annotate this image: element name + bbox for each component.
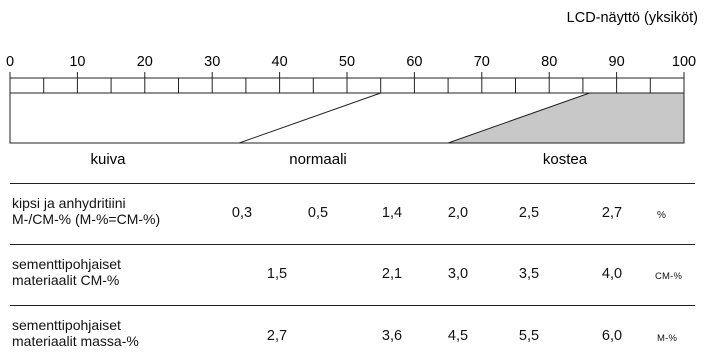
table-cell: 5,5: [518, 328, 540, 344]
kostea-ramp-line: [447, 92, 590, 144]
zone-label-kostea: kostea: [543, 151, 588, 168]
zone-label-kuiva: kuiva: [90, 151, 126, 168]
table-cell: 4,5: [447, 328, 469, 344]
tick-label: 40: [272, 54, 288, 70]
scale-ticks: 0 10 20 30 40 50 60 70 80 90 100: [6, 54, 696, 93]
table-cell: 3,0: [447, 266, 469, 282]
tick-label: 60: [406, 54, 422, 70]
tick-label: 80: [541, 54, 557, 70]
tick-label: 100: [672, 54, 696, 70]
table-cell: 4,0: [601, 266, 623, 282]
table-cell: 2,5: [518, 205, 540, 221]
table-cell: 3,5: [518, 266, 540, 282]
zone-label-normaali: normaali: [289, 151, 347, 168]
scale-svg: LCD-näyttö (yksiköt) 0 10 20 30 40 50 60 70 80 90…: [6, 10, 698, 168]
row-label-line1: sementtipohjaiset: [12, 317, 121, 333]
table-divider: [10, 244, 695, 245]
tick-label: 0: [6, 54, 14, 70]
row-label-line2: materiaalit massa-%: [12, 333, 139, 349]
table-cell: 2,0: [447, 205, 469, 221]
tick-label: 20: [137, 54, 153, 70]
row-label-line2: M-/CM-% (M-%=CM-%): [12, 211, 161, 227]
unit-label: M-%: [657, 333, 678, 344]
zone-box-outline: [9, 92, 685, 144]
unit-label: %: [657, 210, 666, 221]
row-label-line1: sementtipohjaiset: [12, 256, 121, 272]
table-cell: 1,5: [266, 266, 288, 282]
table-cell: 6,0: [601, 328, 623, 344]
kostea-zone-fill: [448, 93, 684, 143]
unit-label: CM-%: [655, 271, 683, 282]
tick-label: 50: [339, 54, 355, 70]
scale-title: LCD-näyttö (yksiköt): [567, 10, 698, 26]
table-divider: [10, 305, 695, 306]
tick-label: 30: [204, 54, 220, 70]
table-cell: 0,5: [307, 205, 329, 221]
table-cell: 1,4: [381, 205, 403, 221]
table-cell: 2,1: [381, 266, 403, 282]
row-label-line1: kipsi ja anhydritiini: [12, 195, 126, 211]
tick-label: 90: [609, 54, 625, 70]
table-cell: 3,6: [381, 328, 403, 344]
row-label-line2: materiaalit CM-%: [12, 272, 120, 288]
table-divider-top: [10, 183, 695, 184]
table-cell: 0,3: [231, 205, 253, 221]
tick-label: 70: [474, 54, 490, 70]
tick-label: 10: [69, 54, 85, 70]
normaali-ramp-line: [238, 92, 381, 144]
table-cell: 2,7: [601, 205, 623, 221]
table-cell: 2,7: [266, 328, 288, 344]
